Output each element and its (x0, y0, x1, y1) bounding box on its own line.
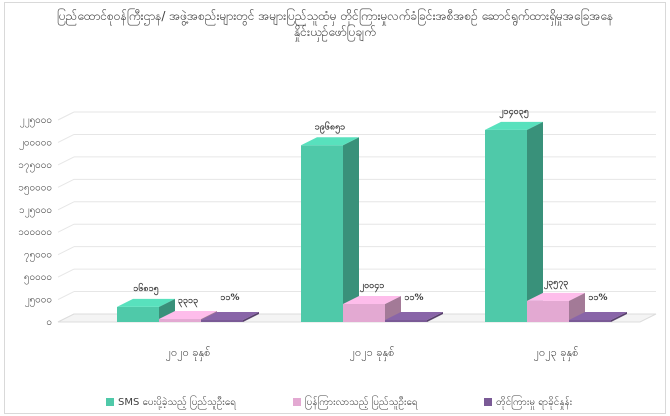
legend-label-replied: ပြန်ကြားလာသည့် ပြည်သူဦးရေ (305, 397, 418, 408)
gridline-depth (57, 291, 75, 301)
legend-swatch-sms-sent (106, 398, 114, 406)
gridline-depth (57, 201, 75, 211)
y-tick-label: ၁၀၀၀၀၀ (18, 227, 52, 238)
bar-0-0 (117, 306, 159, 322)
legend-item-sms-sent: SMS ပေးပို့ခဲ့သည့် ပြည်သူဦးရေ (106, 395, 236, 410)
legend-swatch-replied (293, 398, 301, 406)
data-label: ၁၁% (588, 293, 607, 303)
category-label: ၂၀၂၁ ခုနှစ် (350, 346, 395, 361)
bar-1-2 (385, 320, 427, 322)
bar-top-1-2 (385, 312, 443, 320)
category-label: ၂၀၂၀ ခုနှစ် (166, 346, 211, 361)
bar-2-2 (569, 320, 611, 322)
y-tick-label: ၇၅၀၀၀ (24, 250, 52, 263)
bar-1-0 (301, 145, 343, 322)
y-tick-label: ၁၅၀၀၀၀ (18, 182, 52, 195)
bar-side-2-2 (611, 312, 627, 322)
y-tick-label: ၂၂၅၀၀၀ (20, 115, 52, 128)
gridline-depth (57, 223, 75, 233)
bar-1-1 (343, 304, 385, 322)
gridline-depth (57, 111, 75, 121)
chart-title-line-2: နှိုင်းယှဉ်ဖော်ပြချက် (294, 25, 376, 39)
data-label: ၁၁% (220, 293, 239, 303)
bar-top-0-2 (201, 312, 259, 320)
legend-item-complaint-rate: တိုင်ကြားမှု ရာခိုင်နှုန်း (484, 395, 572, 410)
bar-top-1-1 (343, 296, 401, 305)
y-tick-label: ၅၀၀၀၀ (24, 272, 52, 285)
bar-top-0-1 (159, 311, 217, 320)
data-label: ၂၃၅၇၃ (544, 278, 569, 290)
bar-top-2-2 (569, 312, 627, 320)
gridline-depth (57, 268, 75, 278)
bar-side-1-2 (427, 312, 443, 322)
bar-2-1 (527, 300, 569, 322)
bar-2-0 (485, 129, 527, 322)
legend-label-sms-sent: SMS ပေးပို့ခဲ့သည့် ပြည်သူဦးရေ (118, 397, 236, 408)
y-tick-label: ၂၀၀၀၀၀ (19, 137, 52, 150)
category-label: ၂၀၂၃ ခုနှစ် (534, 346, 579, 361)
gridline-depth (57, 156, 75, 166)
data-label: ၁၁% (404, 293, 423, 303)
gridline-depth (57, 246, 75, 256)
bar-0-1 (159, 319, 201, 322)
data-label: ၃၃၁၃ (178, 296, 198, 308)
y-tick-label: ၂၅၀၀၀ (25, 295, 52, 308)
data-label: ၂၀၀၄၁ (360, 281, 385, 293)
bar-top-2-0 (485, 121, 543, 130)
bar-0-2 (201, 320, 243, 322)
gridline-depth (57, 133, 75, 143)
data-label: ၁၉၆၈၅၁ (315, 121, 345, 134)
chart-legend: SMS ပေးပို့ခဲ့သည့် ပြည်သူဦးရေ ပြန်ကြားလာ… (0, 393, 670, 411)
y-tick-label: ၀ (46, 317, 52, 328)
y-tick-label: ၁၇၅၀၀၀ (18, 160, 52, 173)
legend-item-replied: ပြန်ကြားလာသည့် ပြည်သူဦးရေ (293, 395, 418, 410)
legend-swatch-complaint-rate (484, 398, 492, 406)
data-label: ၂၁၄၀၃၅ (499, 107, 529, 119)
data-label: ၁၆၈၁၅ (133, 283, 158, 296)
bar-side-0-2 (243, 312, 259, 322)
bar-side-2-0 (527, 121, 543, 322)
chart-title-line-1: ပြည်ထောင်စုဝန်ကြီးဌာန/ အဖွဲ့အစည်းများတွင… (56, 9, 614, 23)
gridline-depth (57, 178, 75, 188)
legend-label-complaint-rate: တိုင်ကြားမှု ရာခိုင်နှုန်း (496, 397, 573, 408)
bar-top-1-0 (301, 137, 359, 146)
bar-side-1-0 (343, 137, 359, 322)
bar-top-0-0 (117, 298, 175, 307)
bar-side-0-0 (159, 298, 175, 322)
bar-top-2-1 (527, 292, 585, 301)
y-tick-label: ၁၂၅၀၀၀ (19, 205, 52, 218)
